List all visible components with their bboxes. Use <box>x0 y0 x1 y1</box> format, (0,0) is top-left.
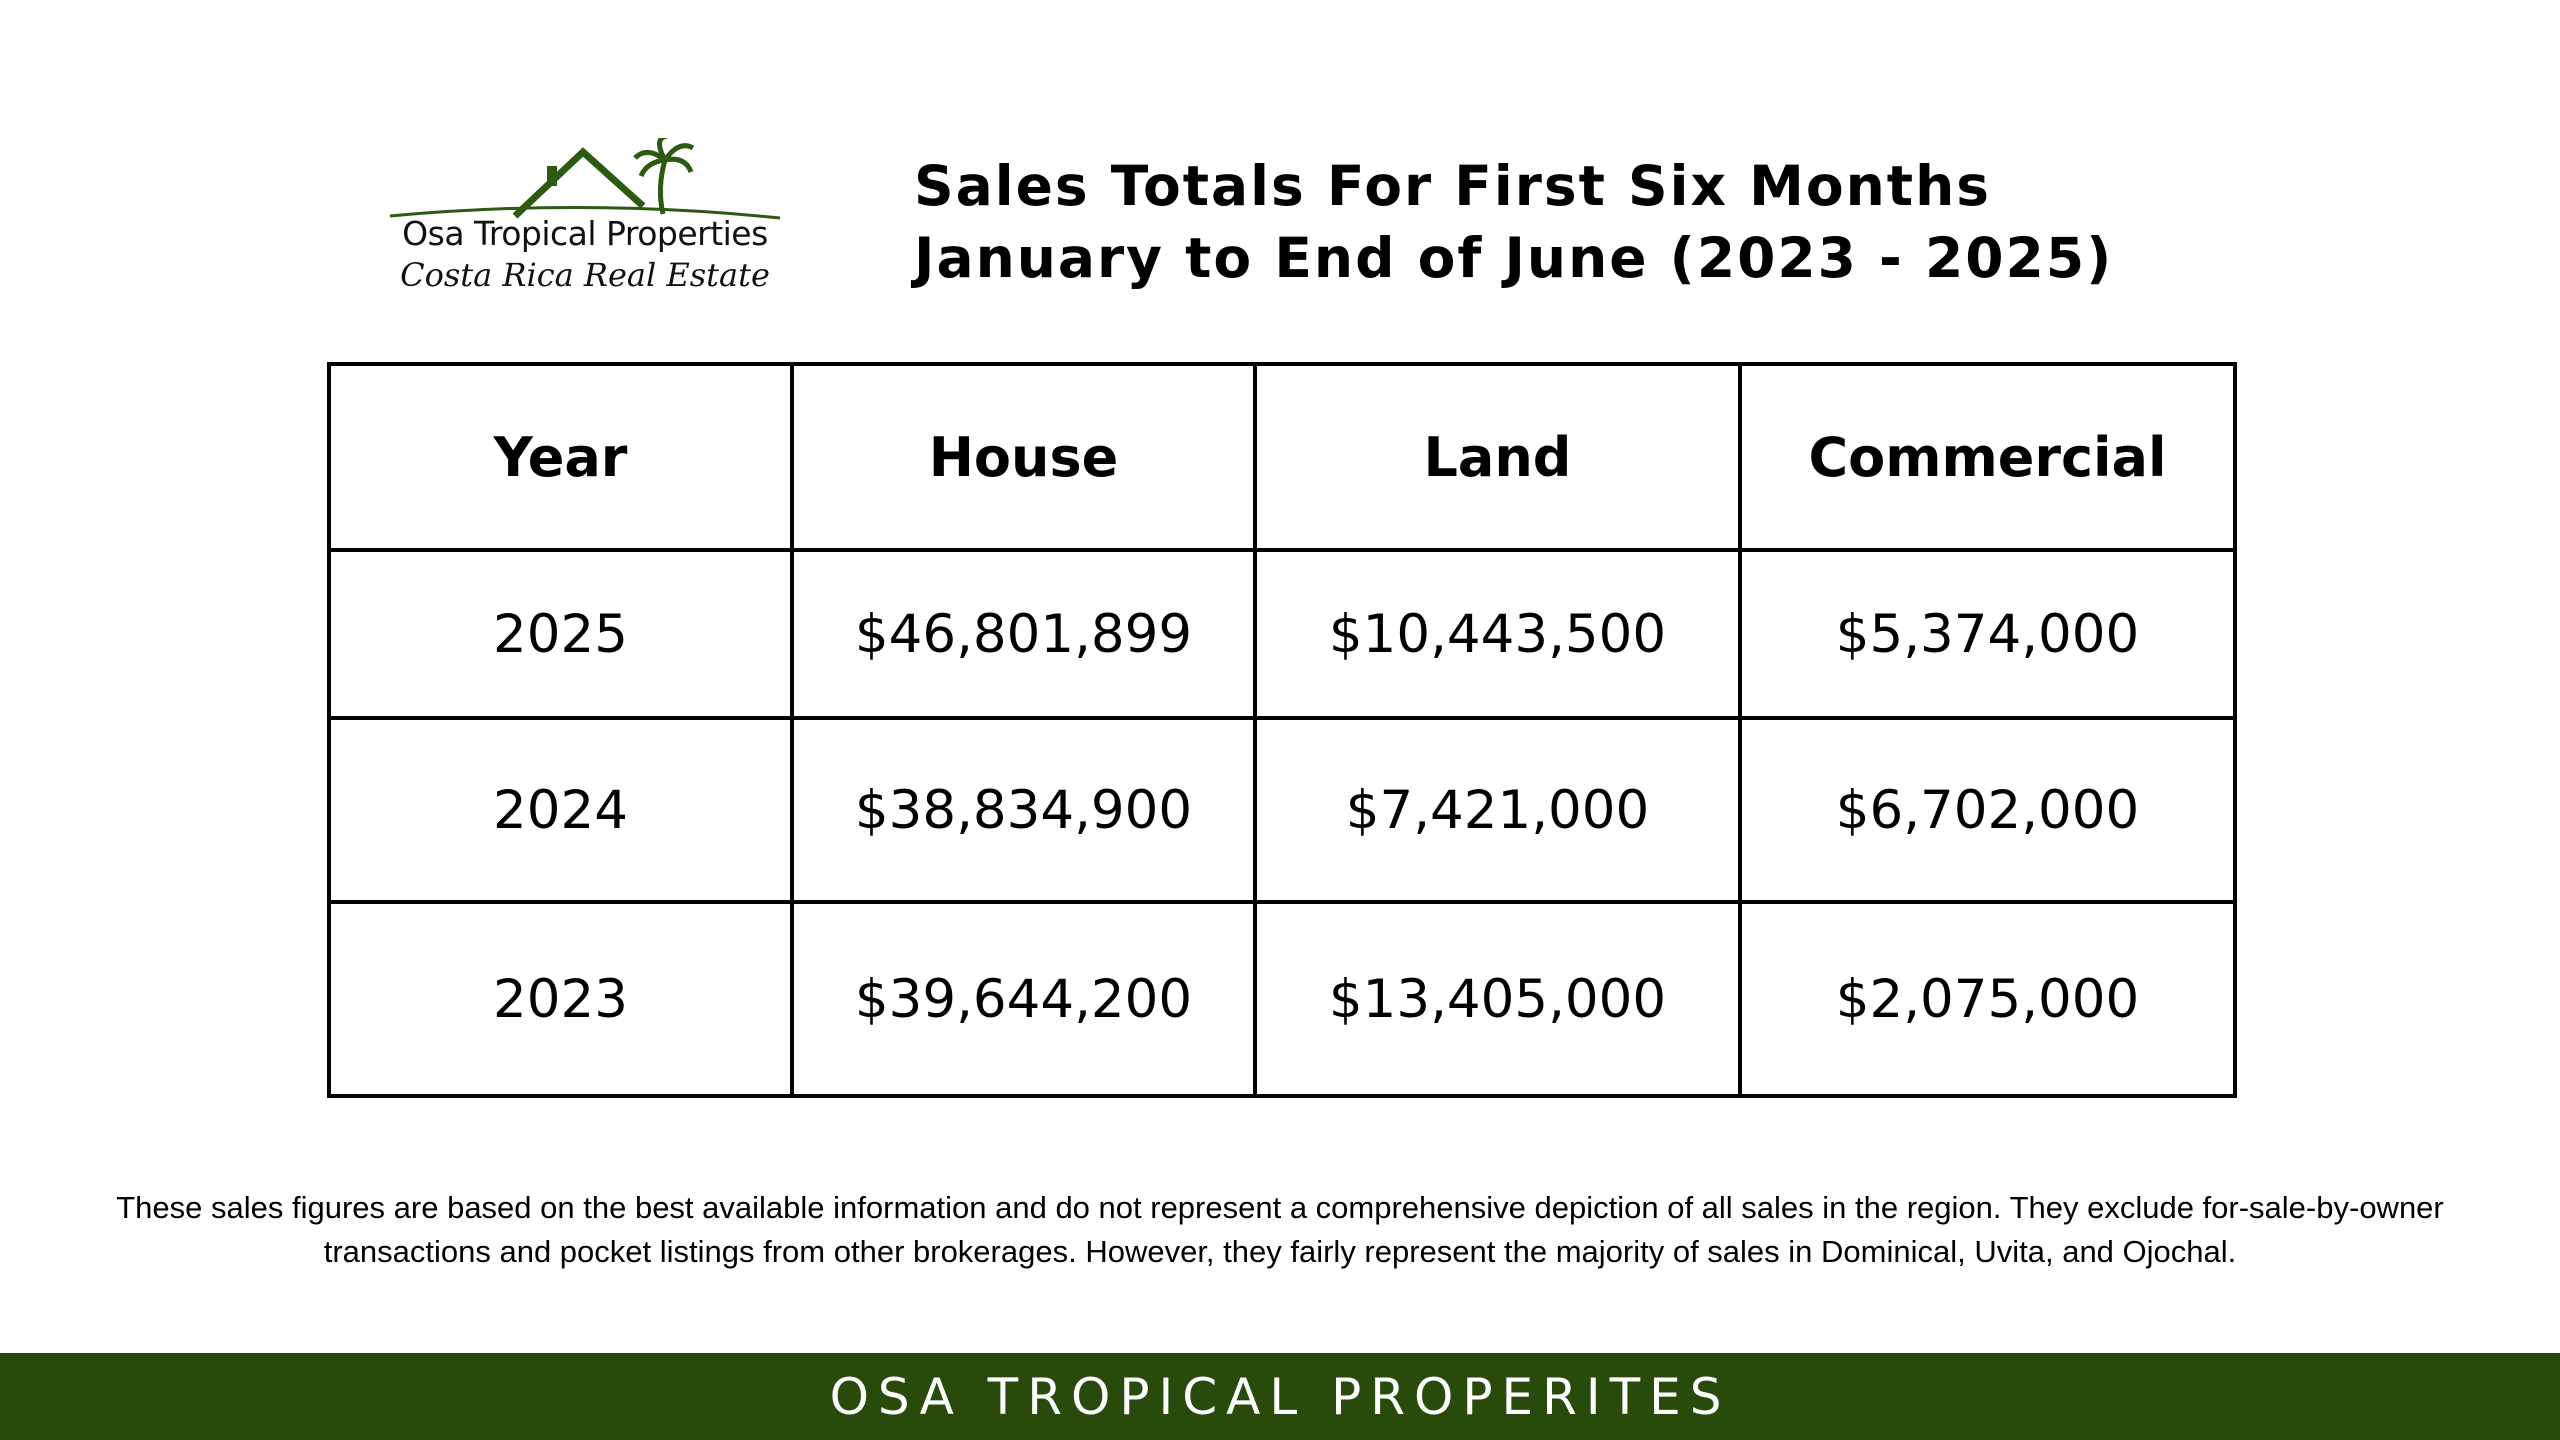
disclaimer-line-1: These sales figures are based on the bes… <box>116 1190 2444 1225</box>
header-land: Land <box>1253 362 1742 552</box>
disclaimer: These sales figures are based on the bes… <box>60 1186 2500 1274</box>
house-roof-palm-tree-icon <box>389 138 781 220</box>
cell-house: $39,644,200 <box>790 900 1257 1098</box>
title-line-1: Sales Totals For First Six Months <box>914 154 1991 218</box>
cell-year: 2025 <box>327 548 794 720</box>
header-commercial: Commercial <box>1738 362 2237 552</box>
header-house: House <box>790 362 1257 552</box>
sales-table: Year House Land Commercial 2025 $46,801,… <box>327 362 2237 1098</box>
footer-text: OSA TROPICAL PROPERITES <box>829 1367 1731 1426</box>
disclaimer-line-2: transactions and pocket listings from ot… <box>323 1234 2237 1269</box>
logo-name: Osa Tropical Properties <box>402 214 768 253</box>
table-row: 2025 $46,801,899 $10,443,500 $5,374,000 <box>327 548 2237 720</box>
table-header-row: Year House Land Commercial <box>327 362 2237 552</box>
header-year: Year <box>327 362 794 552</box>
cell-land: $7,421,000 <box>1253 716 1742 904</box>
cell-house: $46,801,899 <box>790 548 1257 720</box>
logo-tagline: Costa Rica Real Estate <box>400 256 770 294</box>
footer-banner: OSA TROPICAL PROPERITES <box>0 1353 2560 1440</box>
cell-commercial: $2,075,000 <box>1738 900 2237 1098</box>
cell-commercial: $5,374,000 <box>1738 548 2237 720</box>
table-row: 2024 $38,834,900 $7,421,000 $6,702,000 <box>327 716 2237 904</box>
cell-year: 2023 <box>327 900 794 1098</box>
table-row: 2023 $39,644,200 $13,405,000 $2,075,000 <box>327 900 2237 1098</box>
cell-land: $13,405,000 <box>1253 900 1742 1098</box>
page-title: Sales Totals For First Six Months Januar… <box>914 150 2114 294</box>
cell-land: $10,443,500 <box>1253 548 1742 720</box>
title-line-2: January to End of June (2023 - 2025) <box>914 226 2114 290</box>
cell-commercial: $6,702,000 <box>1738 716 2237 904</box>
company-logo: Osa Tropical Properties Costa Rica Real … <box>385 138 785 303</box>
cell-year: 2024 <box>327 716 794 904</box>
cell-house: $38,834,900 <box>790 716 1257 904</box>
